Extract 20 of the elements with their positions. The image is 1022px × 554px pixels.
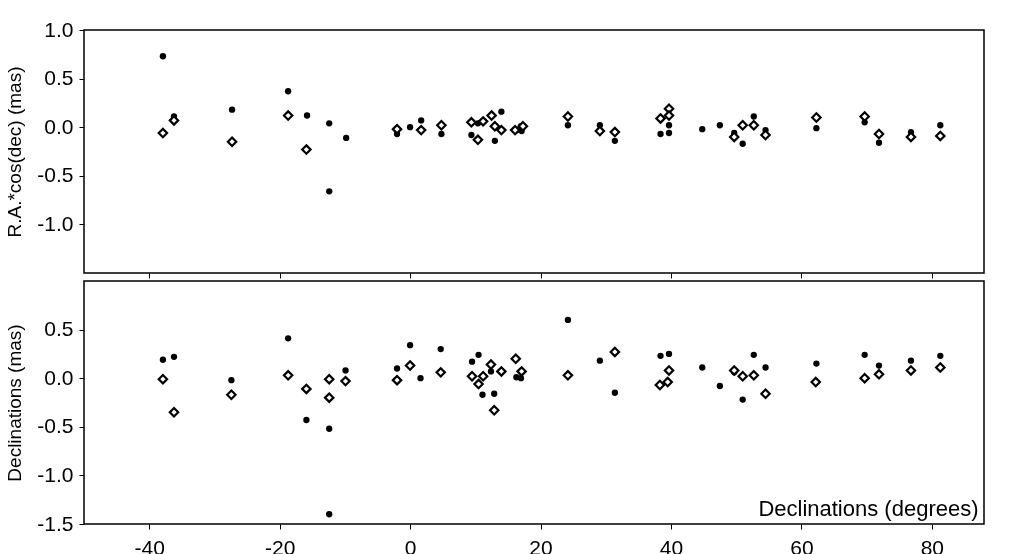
x-tick-label: -40 — [134, 535, 165, 554]
y-tick-label: 0.0 — [44, 365, 74, 389]
y-tick-label: 1.0 — [44, 17, 74, 41]
y-tick-label: -0.5 — [37, 163, 74, 187]
x-tick-label: 40 — [659, 535, 684, 554]
y-tick-label: 0.5 — [44, 317, 74, 341]
y-axis-title: Declinations (mas) — [4, 324, 26, 482]
y-tick-label: -1.5 — [37, 511, 74, 535]
x-tick-label: -20 — [264, 535, 296, 554]
x-tick-label: 20 — [529, 535, 553, 554]
x-axis-title: Declinations (degrees) — [758, 495, 979, 521]
y-tick-label: 0.5 — [44, 66, 74, 90]
y-axis-title: R.A.*cos(dec) (mas) — [4, 66, 26, 238]
x-tick-label: 80 — [920, 535, 945, 554]
y-tick-label: -0.5 — [37, 414, 74, 438]
x-tick-label: 0 — [404, 535, 417, 554]
y-tick-label: 0.0 — [44, 114, 74, 138]
y-tick-label: -1.0 — [37, 462, 74, 486]
y-tick-label: -1.0 — [37, 211, 74, 235]
x-tick-label: 60 — [790, 535, 814, 554]
